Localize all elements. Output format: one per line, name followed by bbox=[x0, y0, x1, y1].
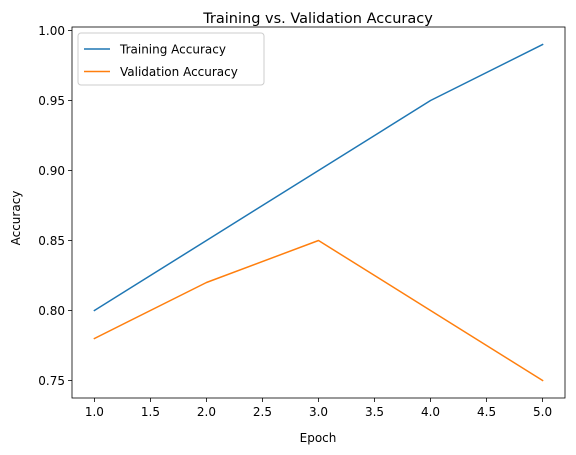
x-tick-label: 2.5 bbox=[253, 405, 272, 419]
x-tick-label: 3.0 bbox=[309, 405, 328, 419]
y-tick-label: 0.75 bbox=[38, 374, 65, 388]
legend: Training Accuracy Validation Accuracy bbox=[77, 32, 265, 86]
y-axis-label: Accuracy bbox=[9, 191, 23, 246]
y-tick-label: 0.90 bbox=[38, 164, 65, 178]
y-axis-ticks: 0.75 0.80 0.85 0.90 0.95 1.00 bbox=[38, 24, 72, 388]
legend-label-validation: Validation Accuracy bbox=[120, 65, 238, 79]
legend-box bbox=[77, 32, 265, 86]
chart-title: Training vs. Validation Accuracy bbox=[202, 11, 433, 27]
x-tick-label: 1.0 bbox=[85, 405, 104, 419]
series-line-validation-accuracy bbox=[93, 239, 544, 382]
series-line-training-accuracy bbox=[93, 43, 544, 312]
y-tick-label: 0.85 bbox=[38, 234, 65, 248]
x-axis-ticks: 1.0 1.5 2.0 2.5 3.0 3.5 4.0 4.5 5.0 bbox=[85, 398, 552, 419]
x-tick-label: 4.5 bbox=[477, 405, 496, 419]
x-tick-label: 2.0 bbox=[197, 405, 216, 419]
y-tick-label: 0.95 bbox=[38, 94, 65, 108]
x-tick-label: 3.5 bbox=[365, 405, 384, 419]
x-tick-label: 1.5 bbox=[141, 405, 160, 419]
x-axis-label: Epoch bbox=[300, 431, 337, 445]
legend-label-training: Training Accuracy bbox=[119, 43, 226, 57]
x-tick-label: 5.0 bbox=[533, 405, 552, 419]
y-tick-label: 1.00 bbox=[38, 24, 65, 38]
x-tick-label: 4.0 bbox=[421, 405, 440, 419]
series-lines bbox=[93, 43, 544, 382]
y-tick-label: 0.80 bbox=[38, 304, 65, 318]
